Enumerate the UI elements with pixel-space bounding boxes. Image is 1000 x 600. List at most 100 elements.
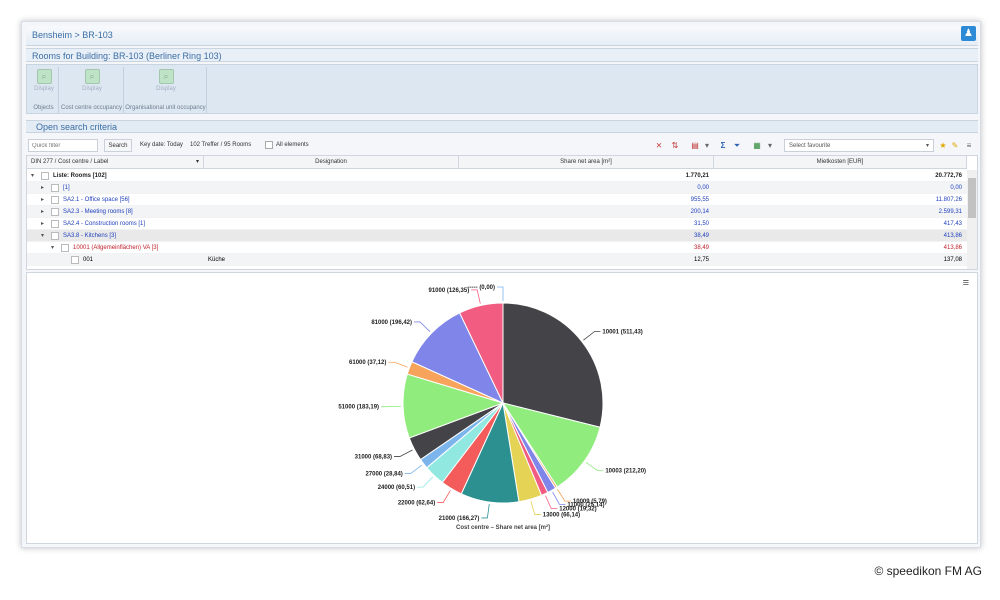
magnifier-icon: ⌕	[158, 69, 174, 84]
column-header-text: Designation	[315, 159, 347, 165]
vertical-scrollbar[interactable]	[967, 170, 977, 269]
pie-connector	[437, 490, 451, 503]
chevron-down-icon[interactable]: ▾	[704, 141, 709, 150]
display-objects-button[interactable]: ⌕ Display	[29, 69, 59, 92]
excel-export-icon[interactable]: ▦	[753, 141, 761, 150]
expand-toggle-icon[interactable]: ▸	[41, 197, 45, 203]
pie-label: 24000 (60,51)	[378, 485, 415, 491]
pie-connector	[388, 361, 408, 368]
expand-toggle-icon[interactable]: ▸	[41, 221, 45, 227]
pie-label: 13000 (66,14)	[543, 513, 580, 519]
pie-label: 51000 (183,19)	[338, 405, 379, 411]
table-row[interactable]: 001 Küche 12,75 137,08	[27, 254, 967, 266]
cell-cost: 413,86	[943, 233, 962, 239]
ribbon: ⌕ Display Objects ⌕ Display Cost centre …	[26, 64, 978, 114]
chevron-down-icon[interactable]: ▾	[195, 159, 199, 165]
pie-connector	[585, 462, 604, 471]
column-header-cost[interactable]: Mietkosten [EUR]	[714, 156, 967, 169]
scrollbar-thumb[interactable]	[968, 178, 976, 218]
pie-label: 81000 (196,42)	[371, 320, 412, 326]
pie-connector	[583, 331, 601, 341]
pie-connector	[481, 504, 490, 519]
cell-label: SA2.4 - Construction rooms [1]	[63, 221, 146, 227]
favourite-select[interactable]: Select favourite ▾	[784, 139, 934, 152]
breadcrumb-text[interactable]: Bensheim > BR-103	[32, 30, 113, 40]
magnifier-icon: ⌕	[36, 69, 52, 84]
table-row[interactable]: ▸ [1] 0,00 0,00	[27, 182, 967, 194]
table-row[interactable]: ▾ Liste: Rooms [102] 1.770,21 20.772,76	[27, 170, 967, 182]
row-checkbox[interactable]	[51, 232, 59, 240]
row-checkbox[interactable]	[51, 184, 59, 192]
display-org-unit-button[interactable]: ⌕ Display	[151, 69, 181, 92]
user-icon[interactable]: ♟	[961, 26, 976, 41]
pie-slice-81000[interactable]	[411, 312, 505, 405]
clear-sort-icon[interactable]: ⇅	[671, 141, 679, 150]
menu-icon[interactable]: ≡	[966, 141, 972, 150]
chart-menu-icon[interactable]: ≡	[962, 277, 969, 289]
pie-label: 12000 (19,32)	[559, 506, 596, 512]
expand-toggle-icon[interactable]: ▾	[31, 173, 35, 179]
cell-cost: 0,00	[950, 185, 962, 191]
cell-cost: 20.772,76	[935, 173, 962, 179]
cell-cost: 417,43	[943, 221, 962, 227]
pie-connector	[545, 495, 558, 509]
row-checkbox[interactable]	[51, 220, 59, 228]
expand-toggle-icon[interactable]: ▸	[41, 185, 45, 191]
search-button[interactable]: Search	[104, 139, 132, 152]
column-header-area[interactable]: Share net area [m²]	[459, 156, 714, 169]
sum-icon[interactable]: Σ	[720, 141, 726, 150]
filter-icon[interactable]: ⏷	[733, 141, 741, 150]
cell-label: SA2.1 - Office space [56]	[63, 197, 130, 203]
chevron-down-icon: ▾	[925, 143, 929, 149]
cell-label: SA3.8 - Kitchens [3]	[63, 233, 117, 239]
expand-toggle-icon[interactable]: ▾	[51, 245, 55, 251]
display-label: Display	[156, 86, 176, 92]
app-window: Bensheim > BR-103 ♟ Rooms for Building: …	[21, 21, 981, 548]
row-checkbox[interactable]	[41, 172, 49, 180]
table-row[interactable]: ▾ SA3.8 - Kitchens [3] 38,49 413,86	[27, 230, 967, 242]
open-search-criteria[interactable]: Open search criteria	[26, 120, 978, 133]
expand-toggle-icon[interactable]: ▾	[41, 233, 45, 239]
edit-favourite-icon[interactable]: ✎	[951, 141, 959, 150]
cell-area: 38,49	[693, 245, 709, 251]
column-header-label[interactable]: DIN 277 / Cost centre / Label ▾	[27, 156, 204, 169]
quick-filter-input[interactable]	[28, 139, 98, 152]
table-row[interactable]: ▾ 10001 (Allgemeinflächen) VA [3] 38,49 413…	[27, 242, 967, 254]
cell-area: 200,14	[690, 209, 709, 215]
page-title-text: Rooms for Building: BR-103 (Berliner Rin…	[32, 51, 222, 61]
cell-label: Liste: Rooms [102]	[53, 173, 107, 179]
search-criteria-label: Open search criteria	[36, 122, 118, 132]
copyright: © speedikon FM AG	[874, 564, 982, 578]
hit-count: 102 Treffer / 95 Rooms	[190, 142, 252, 148]
column-header-designation[interactable]: Designation	[204, 156, 459, 169]
row-checkbox[interactable]	[51, 196, 59, 204]
all-elements-checkbox[interactable]	[265, 141, 273, 149]
cell-area: 12,75	[693, 257, 709, 263]
favourite-select-value: Select favourite	[789, 143, 831, 149]
row-checkbox[interactable]	[51, 208, 59, 216]
pie-label: 27000 (28,84)	[365, 471, 402, 477]
expand-toggle-icon[interactable]: ▸	[41, 209, 45, 215]
chevron-down-icon[interactable]: ▾	[767, 141, 772, 150]
row-checkbox[interactable]	[71, 256, 79, 264]
table-row[interactable]: ▸ SA2.4 - Construction rooms [1] 31,50 417,…	[27, 218, 967, 230]
cell-area: 31,50	[693, 221, 709, 227]
pie-label: ----- (0,00)	[468, 285, 495, 291]
row-checkbox[interactable]	[61, 244, 69, 252]
pie-slice-10001[interactable]	[502, 302, 604, 428]
ribbon-group-org-unit: ⌕ Display Organisational unit occupancy	[125, 67, 207, 113]
export-chart-icon[interactable]: ▤	[691, 141, 699, 150]
pie-label: 91000 (126,35)	[429, 288, 470, 294]
table-row[interactable]: ▸ SA2.3 - Meeting rooms [8] 200,14 2.599,31	[27, 206, 967, 218]
display-cost-centre-button[interactable]: ⌕ Display	[77, 69, 107, 92]
cell-cost: 137,08	[943, 257, 962, 263]
breadcrumb: Bensheim > BR-103	[26, 26, 978, 46]
pie-connector	[530, 500, 541, 515]
star-icon[interactable]: ★	[939, 141, 947, 150]
table-row[interactable]: ▸ SA2.1 - Office space [56] 955,55 11.807,2…	[27, 194, 967, 206]
pie-connector	[414, 321, 431, 333]
cell-area: 955,55	[690, 197, 709, 203]
pie-slice-91000[interactable]	[458, 302, 504, 404]
remove-filter-icon[interactable]: ⨯	[655, 141, 663, 150]
pie-slice-10003[interactable]	[501, 402, 601, 488]
